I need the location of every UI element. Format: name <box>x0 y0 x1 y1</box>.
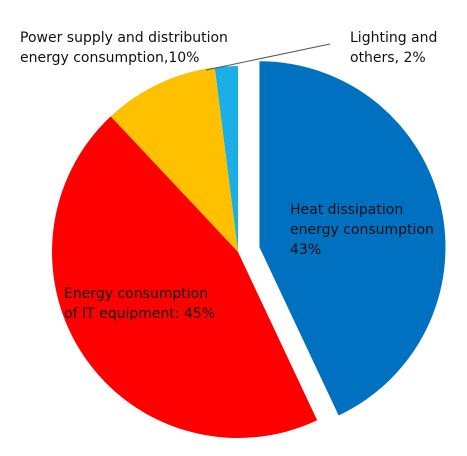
leader-line <box>205 43 331 71</box>
pie-slice <box>110 67 238 252</box>
slice-label: Heat dissipation energy consumption 43% <box>290 202 434 258</box>
pie-slice <box>52 116 318 438</box>
pie-slice <box>214 66 238 252</box>
slice-label: Energy consumption of IT equipment: 45% <box>64 286 216 322</box>
slice-label: Lighting and others, 2% <box>350 30 438 66</box>
pie-slice <box>259 61 446 416</box>
slice-label: Power supply and distribution energy con… <box>20 30 228 66</box>
